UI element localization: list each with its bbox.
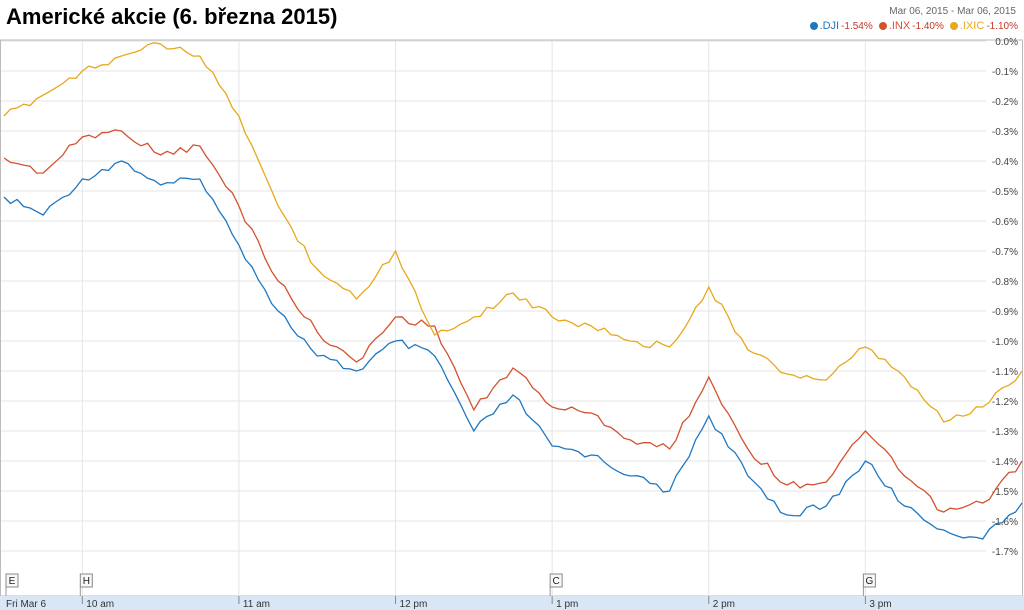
legend-dot-inx [878, 22, 887, 30]
y-tick-label-10: -1.0% [992, 337, 1018, 348]
legend-name-ixic: .IXIC [959, 20, 985, 32]
x-axis-label-4: 1 pm [556, 599, 578, 610]
legend-change-dji: -1.54% [841, 20, 873, 32]
plot-frame [0, 39, 1023, 597]
date-range: Mar 06, 2015 - Mar 06, 2015 [889, 6, 1016, 17]
y-tick-label-13: -1.3% [992, 427, 1018, 438]
legend-item-ixic[interactable]: .IXIC -1.10% [949, 20, 1018, 32]
y-tick-label-14: -1.4% [992, 457, 1018, 468]
x-axis-label-2: 11 am [243, 599, 270, 610]
y-tick-label-1: -0.1% [992, 67, 1018, 78]
series-line-dji [3, 160, 1023, 540]
flag-box-0 [5, 573, 19, 588]
y-tick-label-3: -0.3% [992, 127, 1018, 138]
flag-box-3 [862, 573, 876, 588]
y-tick-label-7: -0.7% [992, 247, 1018, 258]
flag-label-2: C [553, 576, 560, 587]
y-tick-label-15: -1.5% [992, 487, 1018, 498]
y-tick-label-2: -0.2% [992, 97, 1018, 108]
x-axis-label-5: 2 pm [713, 599, 735, 610]
y-tick-label-8: -0.8% [992, 277, 1018, 288]
legend-name-inx: .INX [888, 20, 911, 32]
legend-dot-dji [809, 22, 818, 30]
legend-change-ixic: -1.10% [986, 20, 1018, 32]
flag-label-3: G [865, 576, 873, 587]
y-tick-label-9: -0.9% [992, 307, 1018, 318]
series-line-ixic [3, 42, 1023, 423]
y-tick-label-5: -0.5% [992, 187, 1018, 198]
flag-label-1: H [83, 576, 90, 587]
flag-box-2 [549, 573, 563, 588]
chart-title: Americké akcie (6. března 2015) [6, 4, 338, 29]
y-tick-label-11: -1.1% [992, 367, 1018, 378]
series-line-inx [3, 129, 1023, 513]
y-tick-label-17: -1.7% [992, 547, 1018, 558]
legend: .DJI -1.54% .INX -1.40% .IXIC -1.10% [809, 20, 1018, 32]
legend-item-dji[interactable]: .DJI -1.54% [809, 20, 873, 32]
legend-name-dji: .DJI [819, 20, 840, 32]
y-tick-label-12: -1.2% [992, 397, 1018, 408]
legend-item-inx[interactable]: .INX -1.40% [878, 20, 944, 32]
legend-change-inx: -1.40% [912, 20, 944, 32]
y-tick-label-16: -1.6% [992, 517, 1018, 528]
x-axis-label-1: 10 am [86, 599, 114, 610]
y-tick-label-0: 0.0% [995, 37, 1018, 48]
y-tick-label-6: -0.6% [992, 217, 1018, 228]
y-tick-label-4: -0.4% [992, 157, 1018, 168]
x-axis-label-0: Fri Mar 6 [6, 599, 46, 610]
x-axis-label-6: 3 pm [869, 599, 891, 610]
flag-box-1 [79, 573, 93, 588]
x-axis-label-3: 12 pm [400, 599, 428, 610]
flag-label-0: E [9, 576, 16, 587]
legend-dot-ixic [949, 22, 958, 30]
x-axis-bar [0, 596, 1024, 610]
